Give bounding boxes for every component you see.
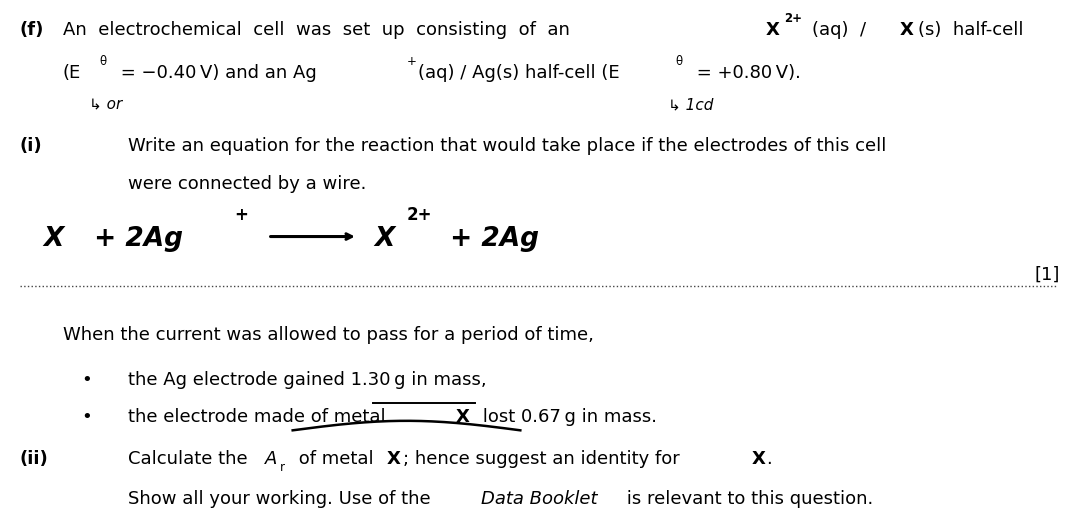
- Text: (ii): (ii): [20, 450, 49, 468]
- Text: the electrode made of metal: the electrode made of metal: [128, 408, 391, 426]
- Text: 2+: 2+: [784, 12, 802, 25]
- Text: [1]: [1]: [1035, 266, 1060, 284]
- Text: θ: θ: [100, 55, 107, 68]
- Text: ; hence suggest an identity for: ; hence suggest an identity for: [403, 450, 686, 468]
- Text: •: •: [81, 371, 92, 389]
- Text: = −0.40 V) and an Ag: = −0.40 V) and an Ag: [115, 64, 317, 82]
- Text: of metal: of metal: [293, 450, 379, 468]
- Text: the Ag electrode gained 1.30 g in mass,: the Ag electrode gained 1.30 g in mass,: [128, 371, 487, 389]
- Text: X: X: [751, 450, 765, 468]
- Text: = +0.80 V).: = +0.80 V).: [691, 64, 800, 82]
- Text: (s)  half-cell: (s) half-cell: [918, 21, 1023, 39]
- Text: A: A: [264, 450, 276, 468]
- Text: (aq) / Ag(s) half-cell (E: (aq) / Ag(s) half-cell (E: [418, 64, 620, 82]
- Text: .: .: [766, 450, 772, 468]
- Text: +: +: [234, 206, 248, 224]
- Text: Write an equation for the reaction that would take place if the electrodes of th: Write an equation for the reaction that …: [128, 137, 887, 155]
- Text: X: X: [455, 408, 469, 426]
- Text: (f): (f): [20, 21, 43, 39]
- Text: X: X: [765, 21, 779, 39]
- Text: An  electrochemical  cell  was  set  up  consisting  of  an: An electrochemical cell was set up consi…: [63, 21, 581, 39]
- Text: +: +: [406, 55, 416, 68]
- Text: were connected by a wire.: were connected by a wire.: [128, 175, 366, 193]
- Text: lost 0.67 g in mass.: lost 0.67 g in mass.: [477, 408, 657, 426]
- Text: (i): (i): [20, 137, 42, 155]
- Text: Show all your working. Use of the: Show all your working. Use of the: [128, 490, 436, 508]
- Text: 2+: 2+: [406, 206, 433, 224]
- Text: •: •: [81, 408, 92, 426]
- Text: ↳ 1cd: ↳ 1cd: [668, 98, 713, 112]
- Text: When the current was allowed to pass for a period of time,: When the current was allowed to pass for…: [63, 326, 594, 344]
- Text: Calculate the: Calculate the: [128, 450, 254, 468]
- Text: Data Booklet: Data Booklet: [481, 490, 597, 508]
- Text: θ: θ: [675, 55, 683, 68]
- Text: X: X: [374, 226, 395, 252]
- Text: ↳ or: ↳ or: [89, 98, 122, 112]
- Text: + 2Ag: + 2Ag: [85, 226, 182, 252]
- Text: X: X: [387, 450, 401, 468]
- Text: X: X: [43, 226, 64, 252]
- Text: r: r: [280, 461, 285, 475]
- Text: (aq)  /: (aq) /: [812, 21, 878, 39]
- Text: (E: (E: [63, 64, 81, 82]
- Text: is relevant to this question.: is relevant to this question.: [621, 490, 874, 508]
- Text: X: X: [900, 21, 914, 39]
- Text: + 2Ag: + 2Ag: [441, 226, 539, 252]
